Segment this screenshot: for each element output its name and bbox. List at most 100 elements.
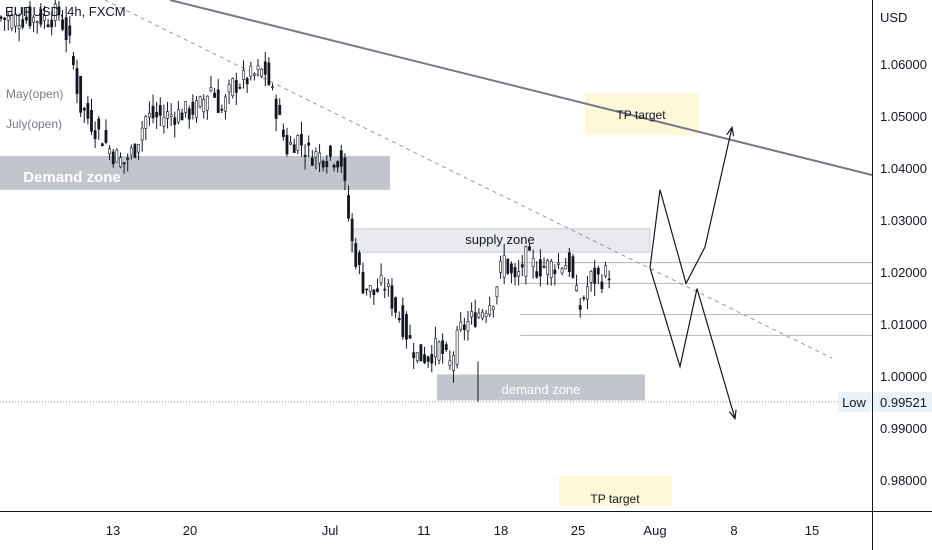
currency-label: USD (880, 10, 907, 25)
candle-body (64, 17, 68, 40)
demand-zone-upper-box (0, 156, 390, 190)
demand-zone-lower-box (437, 374, 645, 401)
candle-body (607, 278, 611, 281)
candle-body (249, 65, 253, 77)
date-tick-label: Aug (643, 523, 666, 538)
candle-body (419, 344, 423, 362)
candle-body (17, 25, 21, 30)
time-axis-background (0, 511, 932, 550)
price-tick-label: 1.05000 (880, 109, 927, 124)
candle-body (169, 114, 173, 117)
low-tag-label: Low (842, 395, 866, 410)
candle-body (274, 98, 278, 119)
candle-body (321, 160, 325, 168)
candle-body (90, 110, 93, 132)
candle-body (281, 129, 285, 137)
candle-body (10, 14, 14, 29)
candle-body (86, 103, 90, 119)
candle-body (32, 16, 35, 23)
date-tick-label: 8 (730, 523, 737, 538)
candle-body (224, 96, 227, 112)
candle-body (397, 318, 401, 320)
candle-body (292, 144, 296, 153)
candle-body (401, 305, 405, 337)
candle-body (234, 80, 238, 93)
date-tick-label: 18 (494, 523, 508, 538)
candle-body (332, 164, 336, 168)
candle-body (459, 321, 463, 330)
candle-body (535, 271, 539, 278)
price-tick-label: 0.98000 (880, 473, 927, 488)
candle-body (209, 87, 213, 92)
date-tick-label: 20 (183, 523, 197, 538)
candle-body (499, 260, 502, 273)
candle-body (386, 283, 390, 287)
candle-body (343, 157, 347, 181)
candle-body (184, 101, 188, 113)
low-tag-box (838, 391, 871, 412)
bearish-scenario-path (649, 267, 736, 419)
candle-body (423, 354, 426, 363)
candle-body (477, 312, 481, 318)
candle-body (148, 112, 151, 118)
candle-body (365, 288, 369, 291)
labels-layer: EURUSD, 4h, FXCM May(open) July(open) Deman… (5, 4, 666, 506)
candle-body (267, 62, 271, 86)
candle-body (350, 218, 354, 242)
candle-body (137, 144, 140, 153)
candle-body (43, 15, 46, 21)
candle-body (108, 148, 112, 155)
candle-body (180, 112, 184, 121)
candle-body (589, 270, 593, 283)
candle-body (260, 68, 264, 77)
candle-body (205, 95, 209, 111)
candle-body (452, 354, 455, 371)
candle-body (72, 56, 75, 66)
candle-body (495, 286, 499, 297)
long-term-trendline (169, 0, 873, 176)
candle-body (242, 70, 245, 80)
candle-body (57, 6, 61, 16)
date-tick-label: 15 (805, 523, 819, 538)
bearish-arrowhead (728, 409, 737, 421)
candle-body (441, 340, 445, 354)
bullish-scenario-path (649, 127, 733, 286)
candle-body (575, 285, 578, 292)
candle-body (97, 118, 101, 130)
candle-body (162, 116, 166, 127)
candle-body (538, 259, 542, 277)
price-axis-background (872, 0, 932, 550)
candle-body (79, 75, 83, 113)
candle-body (506, 258, 510, 274)
price-tick-label: 0.99000 (880, 421, 927, 436)
candle-body (187, 108, 191, 120)
candle-body (158, 105, 162, 116)
candle-body (405, 314, 408, 340)
candle-body (372, 289, 376, 295)
candle-body (542, 265, 546, 268)
candle-body (318, 152, 321, 164)
projections-layer (649, 125, 737, 421)
candle-body (524, 246, 528, 277)
candle-body (462, 324, 466, 331)
candle-body (517, 271, 521, 277)
candle-body (408, 335, 412, 339)
candle-body (61, 19, 64, 30)
candle-body (285, 134, 289, 155)
candle-body (604, 265, 607, 277)
bullish-arrowhead (726, 125, 735, 137)
candle-body (520, 264, 524, 268)
candle-body (310, 157, 314, 166)
candles-layer (0, 0, 611, 402)
candle-body (231, 78, 235, 97)
symbol-title: EURUSD, 4h, FXCM (5, 4, 126, 19)
candle-body (329, 145, 332, 157)
session-label-july: July(open) (6, 117, 62, 131)
candle-body (444, 344, 448, 351)
candle-body (379, 275, 383, 284)
candle-body (383, 288, 387, 291)
candle-body (129, 147, 133, 156)
candle-body (481, 311, 484, 319)
candle-body (140, 127, 144, 141)
